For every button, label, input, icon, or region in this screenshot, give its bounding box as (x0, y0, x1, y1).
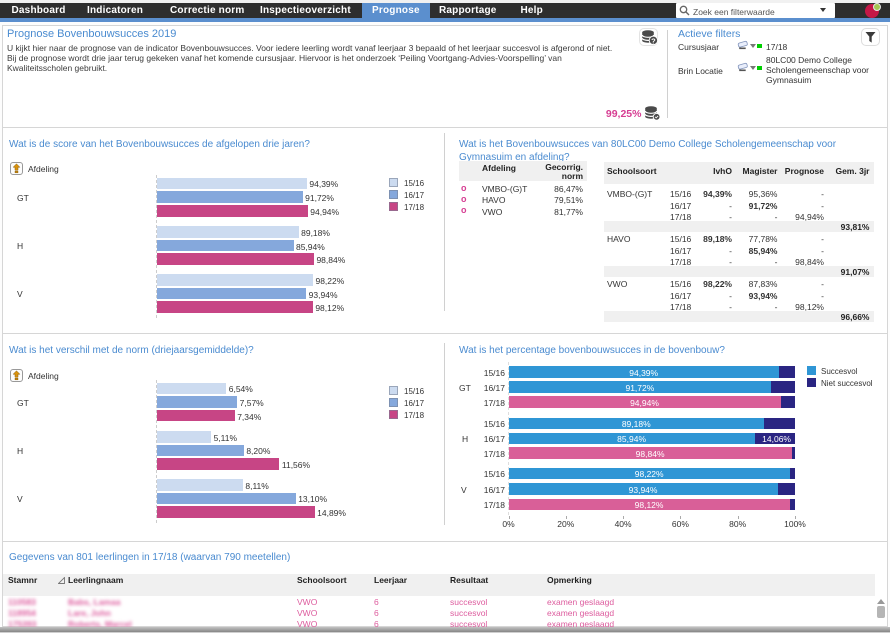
svg-text:?: ? (651, 36, 656, 45)
